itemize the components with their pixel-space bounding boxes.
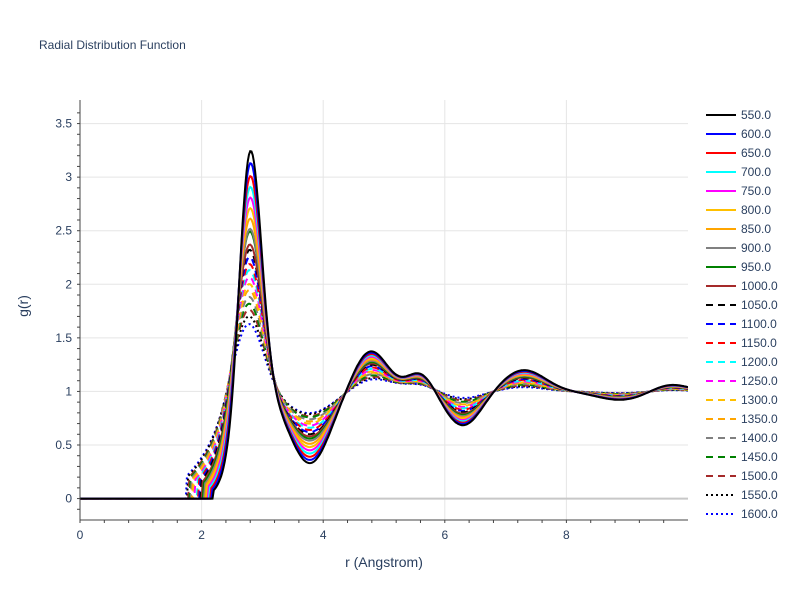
series-line-800-0 bbox=[80, 206, 688, 500]
legend-label: 1100.0 bbox=[741, 317, 777, 331]
series-line-1150-0 bbox=[80, 263, 688, 500]
legend-label: 1150.0 bbox=[741, 336, 777, 350]
legend-label: 1000.0 bbox=[741, 279, 778, 293]
legend-label: 1400.0 bbox=[741, 431, 778, 445]
series-line-1600-0 bbox=[80, 323, 688, 500]
legend-item[interactable]: 1100.0 bbox=[706, 317, 777, 331]
legend-item[interactable]: 1050.0 bbox=[706, 298, 778, 312]
legend-label: 1550.0 bbox=[741, 488, 778, 502]
y-tick-label: 0 bbox=[65, 492, 72, 506]
legend-item[interactable]: 1550.0 bbox=[706, 488, 778, 502]
legend-item[interactable]: 1500.0 bbox=[706, 469, 778, 483]
x-tick-label: 6 bbox=[441, 528, 448, 542]
legend-item[interactable]: 950.0 bbox=[706, 260, 771, 274]
legend-item[interactable]: 600.0 bbox=[706, 127, 771, 141]
legend-label: 800.0 bbox=[741, 203, 771, 217]
legend-item[interactable]: 1600.0 bbox=[706, 507, 778, 521]
legend-label: 1500.0 bbox=[741, 469, 778, 483]
x-axis-label: r (Angstrom) bbox=[345, 554, 423, 570]
legend-label: 750.0 bbox=[741, 184, 771, 198]
y-tick-label: 1.5 bbox=[55, 331, 72, 345]
legend-item[interactable]: 1350.0 bbox=[706, 412, 778, 426]
grid-layer bbox=[80, 100, 688, 520]
legend-label: 1350.0 bbox=[741, 412, 778, 426]
legend-item[interactable]: 550.0 bbox=[706, 108, 771, 122]
series-line-600-0 bbox=[80, 162, 688, 500]
legend-item[interactable]: 750.0 bbox=[706, 184, 771, 198]
series-line-750-0 bbox=[80, 196, 688, 500]
series-layer bbox=[80, 150, 688, 500]
legend-label: 1600.0 bbox=[741, 507, 778, 521]
y-axis-label: g(r) bbox=[15, 295, 31, 317]
series-line-700-0 bbox=[80, 185, 688, 500]
legend-label: 850.0 bbox=[741, 222, 771, 236]
legend-item[interactable]: 1200.0 bbox=[706, 355, 778, 369]
x-tick-label: 2 bbox=[198, 528, 205, 542]
legend-item[interactable]: 1400.0 bbox=[706, 431, 778, 445]
series-line-1250-0 bbox=[80, 276, 688, 500]
y-tick-label: 3.5 bbox=[55, 117, 72, 131]
legend-label: 550.0 bbox=[741, 108, 771, 122]
legend-item[interactable]: 1000.0 bbox=[706, 279, 778, 293]
legend: 550.0 600.0 650.0 700.0 750.0 800.0 850.0 900.0… bbox=[706, 108, 778, 521]
legend-label: 1250.0 bbox=[741, 374, 778, 388]
y-tick-label: 2.5 bbox=[55, 224, 72, 238]
series-line-1400-0 bbox=[80, 295, 688, 500]
legend-label: 1200.0 bbox=[741, 355, 778, 369]
legend-item[interactable]: 700.0 bbox=[706, 165, 771, 179]
x-tick-label: 0 bbox=[77, 528, 84, 542]
axis-layer: 0 2 4 6 8 0 0.5 1 1.5 2 2.5 3 3.5 bbox=[55, 100, 688, 542]
series-line-1200-0 bbox=[80, 269, 688, 500]
legend-item[interactable]: 1300.0 bbox=[706, 393, 778, 407]
y-tick-label: 3 bbox=[65, 170, 72, 184]
y-tick-label: 1 bbox=[65, 384, 72, 398]
legend-item[interactable]: 1450.0 bbox=[706, 450, 778, 464]
y-tick-label: 2 bbox=[65, 277, 72, 291]
legend-item[interactable]: 800.0 bbox=[706, 203, 771, 217]
legend-item[interactable]: 650.0 bbox=[706, 146, 771, 160]
legend-label: 1050.0 bbox=[741, 298, 778, 312]
legend-label: 650.0 bbox=[741, 146, 771, 160]
chart-title: Radial Distribution Function bbox=[39, 38, 186, 52]
legend-label: 950.0 bbox=[741, 260, 771, 274]
series-line-1450-0 bbox=[80, 302, 688, 500]
legend-item[interactable]: 850.0 bbox=[706, 222, 771, 236]
legend-item[interactable]: 1150.0 bbox=[706, 336, 777, 350]
series-line-550-0 bbox=[80, 150, 688, 500]
x-tick-label: 4 bbox=[320, 528, 327, 542]
legend-label: 900.0 bbox=[741, 241, 771, 255]
legend-item[interactable]: 1250.0 bbox=[706, 374, 778, 388]
legend-label: 700.0 bbox=[741, 165, 771, 179]
series-line-850-0 bbox=[80, 217, 688, 500]
legend-item[interactable]: 900.0 bbox=[706, 241, 771, 255]
legend-label: 1450.0 bbox=[741, 450, 778, 464]
y-tick-label: 0.5 bbox=[55, 438, 72, 452]
legend-label: 600.0 bbox=[741, 127, 771, 141]
legend-label: 1300.0 bbox=[741, 393, 778, 407]
series-line-1550-0 bbox=[80, 315, 688, 500]
x-tick-label: 8 bbox=[563, 528, 570, 542]
